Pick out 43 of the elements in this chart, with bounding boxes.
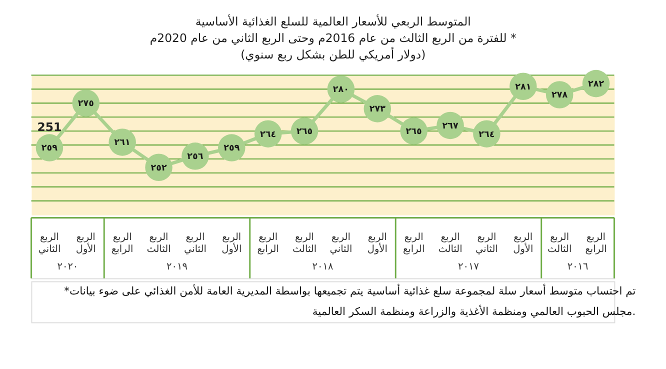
data-label: ٢٦١ — [114, 138, 130, 148]
x-tick-label: الربع الثالث — [292, 232, 317, 255]
data-label: ٢٥٦ — [187, 152, 204, 162]
x-tick-label: الربع الرابع — [257, 232, 279, 255]
x-tick-label: الربع الثاني — [475, 232, 498, 255]
data-label: ٢٨١ — [515, 82, 532, 92]
data-label: ٢٥٩ — [41, 144, 58, 154]
x-tick-label: الربع الرابع — [585, 232, 607, 255]
x-tick-label: الربع الأول — [513, 232, 534, 255]
data-label: ٢٧٨ — [552, 90, 568, 101]
x-tick-label: الربع الثاني — [330, 232, 352, 255]
data-label: ٢٧٥ — [78, 99, 94, 110]
text: ٢٠٢٠ — [57, 262, 78, 273]
x-tick-label: الربع الرابع — [112, 232, 134, 255]
text: ٢٠١٦ — [567, 262, 588, 273]
data-label: ٢٦٧ — [442, 121, 459, 132]
data-label: ٢٥٢ — [150, 163, 168, 174]
text: ٢٠١٨ — [312, 262, 334, 273]
text: ٢٠١٧ — [458, 262, 479, 273]
data-label: ٢٥٩ — [224, 144, 240, 154]
annotation: 251 — [37, 120, 62, 134]
data-label: ٢٦٤ — [260, 130, 276, 140]
text: *تم احتساب متوسط أسعار سلة لمجموعة سلع غذائية أساسية يتم تجميعها بواسطة المديرية العامة للأمن الغذائي على ضوء بيانات — [64, 283, 636, 298]
x-tick-label: الربع الثاني — [184, 232, 206, 255]
x-tick-label: الربع الثالث — [438, 232, 462, 255]
text: المتوسط الربعي للأسعار العالمية للسلع الغذائية الأساسية — [195, 14, 471, 28]
x-tick-label: الربع الأول — [367, 232, 388, 255]
x-tick-label: الربع الرابع — [403, 232, 425, 255]
data-label: ٢٦٥ — [296, 126, 313, 137]
x-tick-label: الربع الثالث — [548, 232, 572, 255]
data-label: ٢٨٢ — [588, 79, 605, 90]
data-label: ٢٦٤ — [478, 130, 495, 140]
text: مجلس الحبوب العالمي ومنظمة الأغذية والزراعة ومنظمة السكر العالمية. — [312, 304, 636, 318]
x-tick-label: الربع الأول — [76, 232, 96, 255]
text: (دولار أمريكي للطن بشكل ربع سنوي) — [240, 48, 426, 62]
x-tick-label: الربع الثالث — [146, 232, 171, 255]
text: ٢٠١٩ — [166, 262, 188, 273]
data-label: ٢٧٣ — [369, 104, 386, 115]
x-tick-label: الربع الأول — [222, 232, 242, 255]
data-label: ٢٦٥ — [406, 126, 422, 137]
x-tick-label: الربع الثاني — [38, 232, 61, 255]
data-label: ٢٨٠ — [332, 85, 349, 96]
text: للفترة من الربع الثالث من عام 2016م وحتى الربع الثاني من عام 2020م * — [150, 31, 516, 46]
